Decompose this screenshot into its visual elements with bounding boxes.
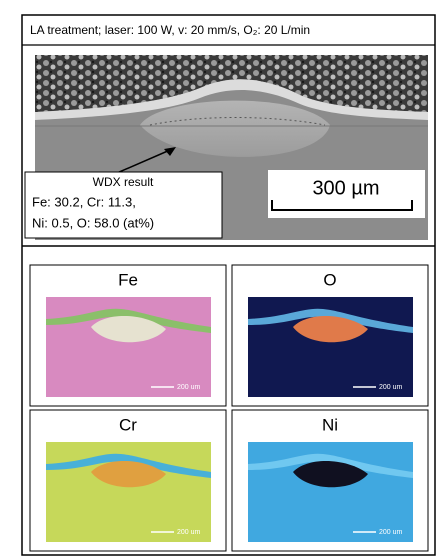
element-label: Cr [119,415,137,434]
map-scale-label: 200 um [379,384,403,391]
callout-line: Ni: 0.5, O: 58.0 (at%) [32,215,154,230]
scale-label: 300 µm [312,177,379,199]
header-title: LA treatment; laser: 100 W, v: 20 mm/s, … [30,23,310,37]
callout-title: WDX result [93,175,154,189]
element-label: Fe [118,270,138,289]
callout-line: Fe: 30.2, Cr: 11.3, [32,194,136,209]
map-scale-label: 200 um [379,529,403,536]
map-scale-label: 200 um [177,384,201,391]
map-scale-label: 200 um [177,529,201,536]
element-label: O [323,270,336,289]
element-label: Ni [322,415,338,434]
figure: LA treatment; laser: 100 W, v: 20 mm/s, … [0,0,438,560]
